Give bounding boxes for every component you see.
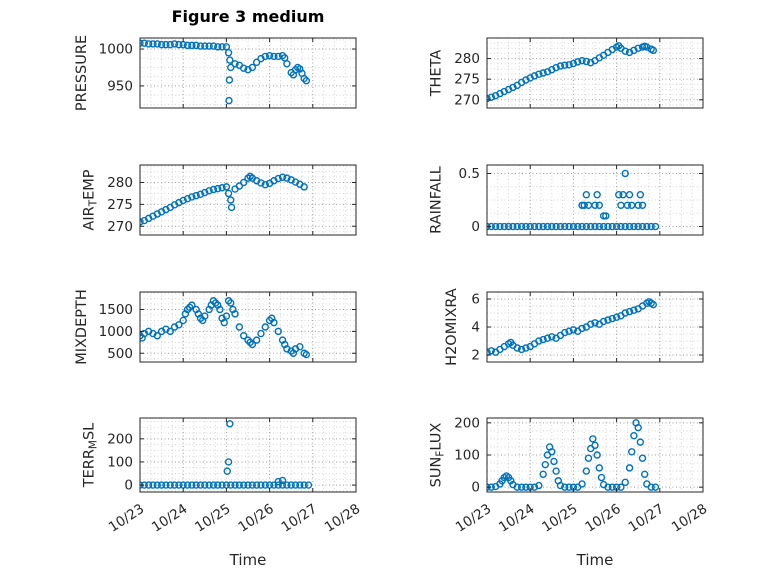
x-tick-label: 10/26 [235,501,276,536]
y-axis-label-air-temp: AIRTEMP [82,169,100,230]
scatter-markers-terr-msl [140,420,313,489]
y-axis-label-terr-msl: TERRMSL [82,423,100,489]
subplot-sun-flux: 0 100 200 SUNFLUX 10/23 10/24 10/25 10/26 10/27 1… [429,415,711,535]
y-tick-label: 275 [107,197,133,213]
scatter-markers-air-temp [140,172,308,226]
scatter-markers-h2omixra [487,298,658,356]
y-axis-label-mixdepth: MIXDEPTH [74,289,90,365]
x-tick-label: 10/27 [279,501,320,536]
xlabel-left-time: Time [229,551,267,569]
y-tick-label: 1000 [99,42,133,58]
y-axis-label-rainfall: RAINFALL [429,166,445,234]
scatter-markers-mixdepth [140,297,311,359]
x-tick-label: 10/26 [582,501,623,536]
y-tick-label: 500 [107,346,133,362]
y-tick-label: 280 [454,51,480,67]
y-axis-label-h2omixra: H2OMIXRA [444,288,460,366]
y-tick-label: 100 [454,448,480,464]
x-tick-label: 10/25 [192,501,233,536]
subplot-mixdepth: 500 1000 1500 MIXDEPTH [74,289,357,365]
y-tick-label: 1500 [99,302,133,318]
xlabel-right-time: Time [576,551,614,569]
x-tick-label: 10/28 [669,501,710,536]
scatter-markers-theta [487,42,658,103]
y-tick-label: 270 [107,219,133,235]
y-tick-label: 6 [471,292,480,308]
y-axis-label-pressure: PRESSURE [74,35,90,111]
y-tick-label: 0.5 [459,166,480,182]
y-tick-label: 0 [471,480,480,496]
y-tick-label: 950 [107,78,133,94]
subplot-terr-msl: 0 100 200 TERRMSL 10/23 10/24 10/25 10/26 10/27 1… [82,417,363,536]
y-tick-label: 200 [107,431,133,447]
y-axis-label-sun-flux: SUNFLUX [429,423,447,488]
y-axis-label-theta: THETA [429,50,445,98]
figure-title: Figure 3 medium [171,7,325,26]
x-tick-label: 10/24 [149,501,190,536]
x-tick-label: 10/23 [106,501,147,536]
subplot-theta: 270 275 280 THETA [429,37,704,109]
subplot-pressure: 950 1000 PRESSURE [74,35,357,111]
x-tick-label: 10/25 [539,501,580,536]
scatter-markers-rainfall [487,169,660,231]
x-tick-label: 10/27 [626,501,667,536]
y-tick-label: 100 [107,454,133,470]
y-tick-label: 1000 [99,324,133,340]
scatter-markers-sun-flux [487,419,660,491]
x-tick-label: 10/28 [322,501,363,536]
x-tick-label: 10/23 [453,501,494,536]
y-tick-label: 200 [454,415,480,431]
subplot-rainfall: 0 0.5 RAINFALL [429,164,704,236]
x-tick-label: 10/24 [496,501,537,536]
y-tick-label: 275 [454,72,480,88]
y-tick-label: 4 [471,320,480,336]
scatter-markers-pressure [140,39,311,105]
y-tick-label: 2 [471,348,480,364]
y-tick-label: 280 [107,175,133,191]
y-tick-label: 0 [124,478,133,494]
subplot-air-temp: 270 275 280 AIRTEMP [82,164,357,236]
subplot-h2omixra: 2 4 6 H2OMIXRA [444,288,704,366]
y-tick-label: 0 [471,219,480,235]
y-tick-label: 270 [454,92,480,108]
